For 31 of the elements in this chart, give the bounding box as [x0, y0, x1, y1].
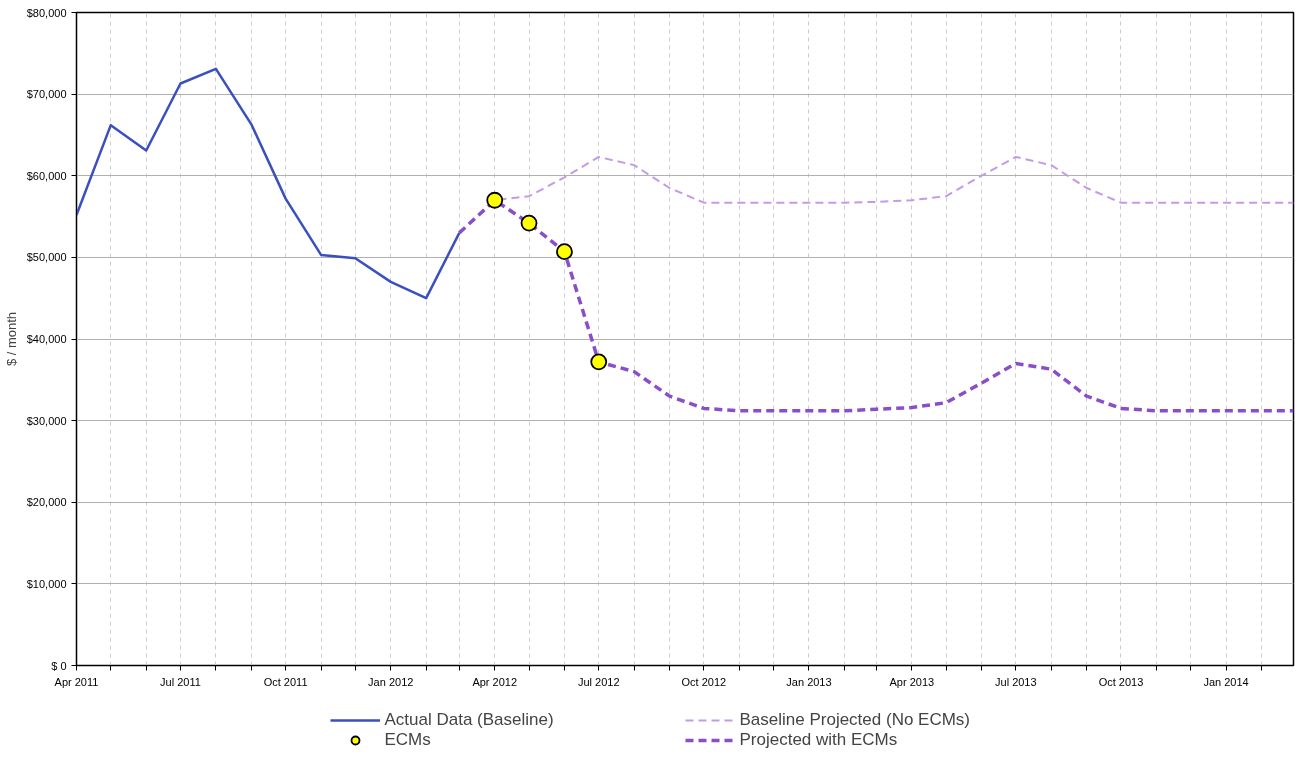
- point: [520, 214, 538, 232]
- x-tick-label: Oct 2012: [681, 675, 727, 688]
- y-tick-label: $10,000: [26, 577, 67, 590]
- legend-label: Projected with ECMs: [739, 730, 899, 750]
- point: [486, 191, 504, 209]
- legend-label: ECMs: [384, 730, 432, 750]
- x-tick-label: Oct 2011: [263, 675, 308, 688]
- x-tick-label: Apr 2013: [889, 675, 935, 688]
- x-tick-label: Jan 2014: [1203, 675, 1249, 688]
- legend-label: Actual Data (Baseline): [384, 710, 555, 730]
- line-series: [76, 67, 461, 300]
- point: [556, 243, 573, 261]
- y-tick-label: $60,000: [26, 169, 67, 182]
- y-tick-label: $80,000: [26, 6, 67, 19]
- x-tick-label: Apr 2012: [472, 675, 518, 688]
- y-tick-label: $40,000: [26, 333, 67, 345]
- x-tick-label: Oct 2013: [1098, 675, 1144, 688]
- x-tick-label: Jul 2012: [577, 675, 620, 688]
- x-tick-label: Jan 2012: [368, 675, 414, 688]
- point: [590, 353, 608, 371]
- y-tick-label: $20,000: [26, 496, 67, 509]
- legend-label: Baseline Projected (No ECMs): [739, 710, 972, 730]
- x-tick-label: Apr 2011: [54, 675, 99, 688]
- y-tick-label: $ 0: [51, 659, 67, 672]
- x-tick-label: Jul 2011: [160, 675, 201, 688]
- y-axis-title: $ / month: [3, 311, 19, 367]
- y-tick-label: $30,000: [26, 414, 67, 427]
- y-tick-label: $70,000: [26, 88, 67, 101]
- x-tick-label: Jan 2013: [786, 675, 832, 688]
- x-tick-label: Jul 2013: [995, 675, 1037, 688]
- y-tick-label: $50,000: [26, 251, 67, 264]
